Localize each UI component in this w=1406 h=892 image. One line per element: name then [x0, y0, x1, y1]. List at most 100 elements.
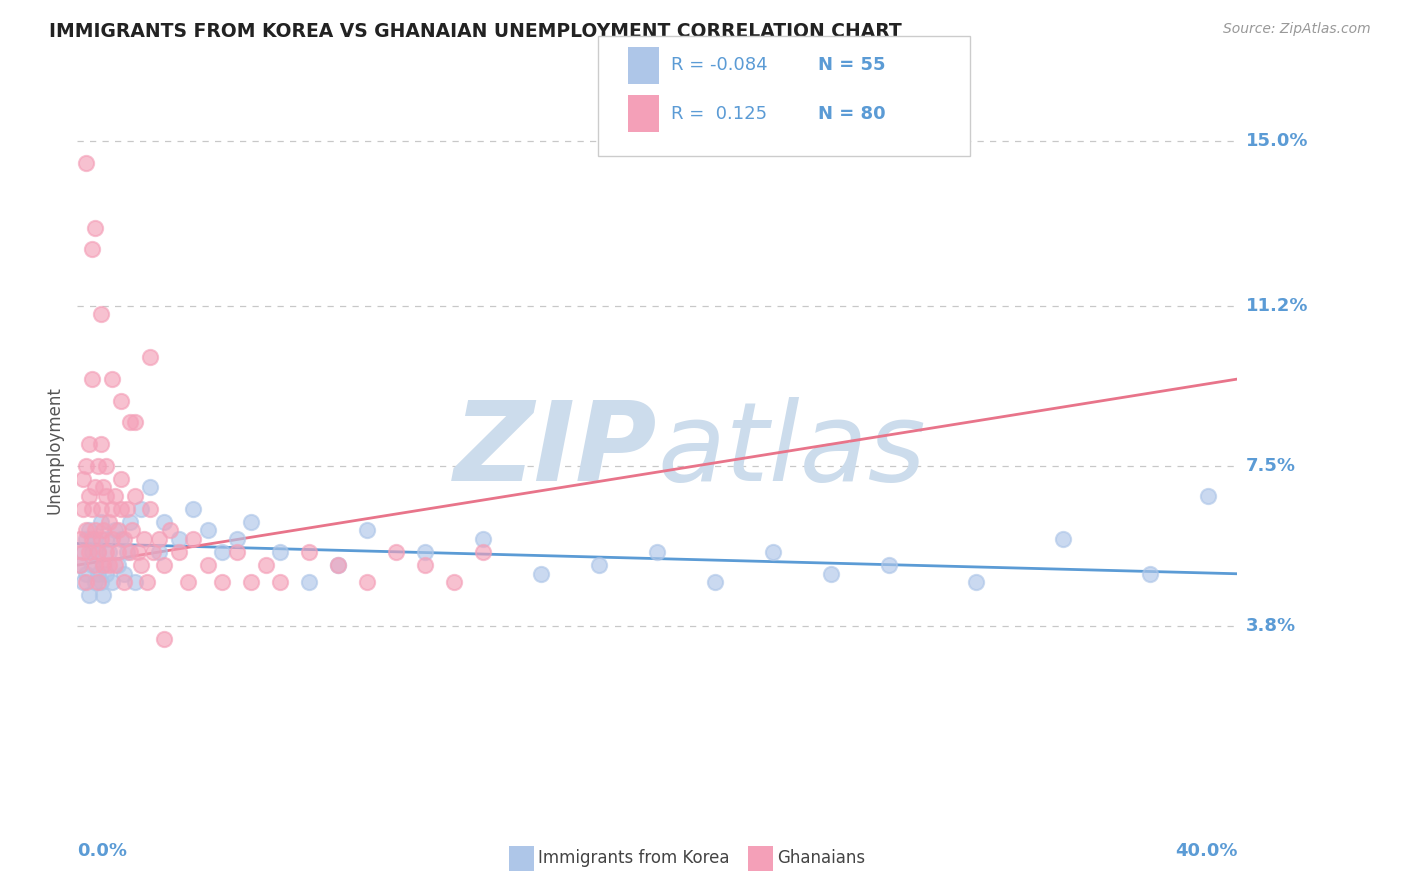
Text: R =  0.125: R = 0.125: [671, 104, 766, 122]
Point: [197, 558, 219, 573]
Point: [121, 524, 143, 538]
Point: [77, 437, 100, 451]
Text: 40.0%: 40.0%: [1175, 842, 1237, 860]
Point: [80, 532, 103, 546]
Point: [704, 575, 727, 590]
Point: [72, 472, 94, 486]
Point: [129, 558, 152, 573]
Point: [107, 545, 129, 559]
Point: [385, 545, 408, 559]
Text: R = -0.084: R = -0.084: [671, 56, 768, 74]
Point: [183, 501, 205, 516]
Point: [69, 558, 91, 573]
Point: [124, 415, 146, 429]
Point: [80, 501, 103, 516]
Point: [132, 532, 155, 546]
Point: [83, 480, 105, 494]
Point: [77, 524, 100, 538]
Point: [356, 575, 378, 590]
Point: [75, 155, 97, 169]
Point: [90, 307, 111, 321]
Point: [72, 545, 94, 559]
Point: [80, 545, 103, 559]
Point: [93, 524, 115, 538]
Point: [104, 524, 127, 538]
Point: [83, 524, 105, 538]
Point: [142, 545, 165, 559]
Point: [328, 558, 350, 573]
Point: [112, 566, 135, 581]
Point: [118, 545, 141, 559]
Point: [104, 558, 127, 573]
Point: [77, 588, 100, 602]
Point: [269, 545, 291, 559]
Point: [118, 415, 141, 429]
Point: [96, 489, 118, 503]
Point: [90, 437, 111, 451]
Point: [72, 545, 94, 559]
Point: [80, 242, 103, 256]
Text: Immigrants from Korea: Immigrants from Korea: [538, 849, 730, 867]
Point: [588, 558, 610, 573]
Text: 0.0%: 0.0%: [77, 842, 128, 860]
Point: [90, 515, 111, 529]
Point: [159, 524, 181, 538]
Point: [124, 575, 146, 590]
Point: [153, 558, 176, 573]
Point: [96, 458, 118, 473]
Point: [80, 558, 103, 573]
Point: [148, 532, 170, 546]
Point: [75, 532, 97, 546]
Point: [197, 524, 219, 538]
Point: [72, 501, 94, 516]
Point: [75, 575, 97, 590]
Point: [176, 575, 198, 590]
Point: [75, 566, 97, 581]
Text: atlas: atlas: [658, 397, 927, 504]
Point: [75, 458, 97, 473]
Point: [472, 532, 495, 546]
Text: Ghanaians: Ghanaians: [778, 849, 866, 867]
Point: [211, 545, 233, 559]
Text: N = 80: N = 80: [818, 104, 886, 122]
Point: [211, 575, 233, 590]
Point: [93, 558, 115, 573]
Point: [69, 532, 91, 546]
Point: [98, 558, 121, 573]
Point: [298, 545, 321, 559]
Point: [877, 558, 901, 573]
Point: [96, 532, 118, 546]
Point: [93, 480, 115, 494]
Text: ZIP: ZIP: [454, 397, 658, 504]
Point: [136, 575, 159, 590]
Point: [240, 575, 263, 590]
Point: [115, 501, 138, 516]
Text: 11.2%: 11.2%: [1246, 296, 1308, 315]
Point: [107, 558, 129, 573]
Point: [129, 501, 152, 516]
Point: [328, 558, 350, 573]
Point: [139, 501, 162, 516]
Text: N = 55: N = 55: [818, 56, 886, 74]
Point: [965, 575, 987, 590]
Point: [93, 558, 115, 573]
Text: IMMIGRANTS FROM KOREA VS GHANAIAN UNEMPLOYMENT CORRELATION CHART: IMMIGRANTS FROM KOREA VS GHANAIAN UNEMPL…: [49, 22, 903, 41]
Point: [443, 575, 465, 590]
Point: [83, 220, 105, 235]
Point: [104, 489, 127, 503]
Point: [98, 545, 121, 559]
Point: [183, 532, 205, 546]
Text: 15.0%: 15.0%: [1246, 132, 1308, 150]
Point: [77, 545, 100, 559]
Point: [153, 632, 176, 646]
Point: [112, 575, 135, 590]
Point: [86, 458, 108, 473]
Point: [90, 532, 111, 546]
Point: [240, 515, 263, 529]
Point: [83, 532, 105, 546]
Point: [647, 545, 669, 559]
Point: [90, 575, 111, 590]
Point: [115, 545, 138, 559]
Point: [413, 558, 436, 573]
Point: [101, 575, 124, 590]
